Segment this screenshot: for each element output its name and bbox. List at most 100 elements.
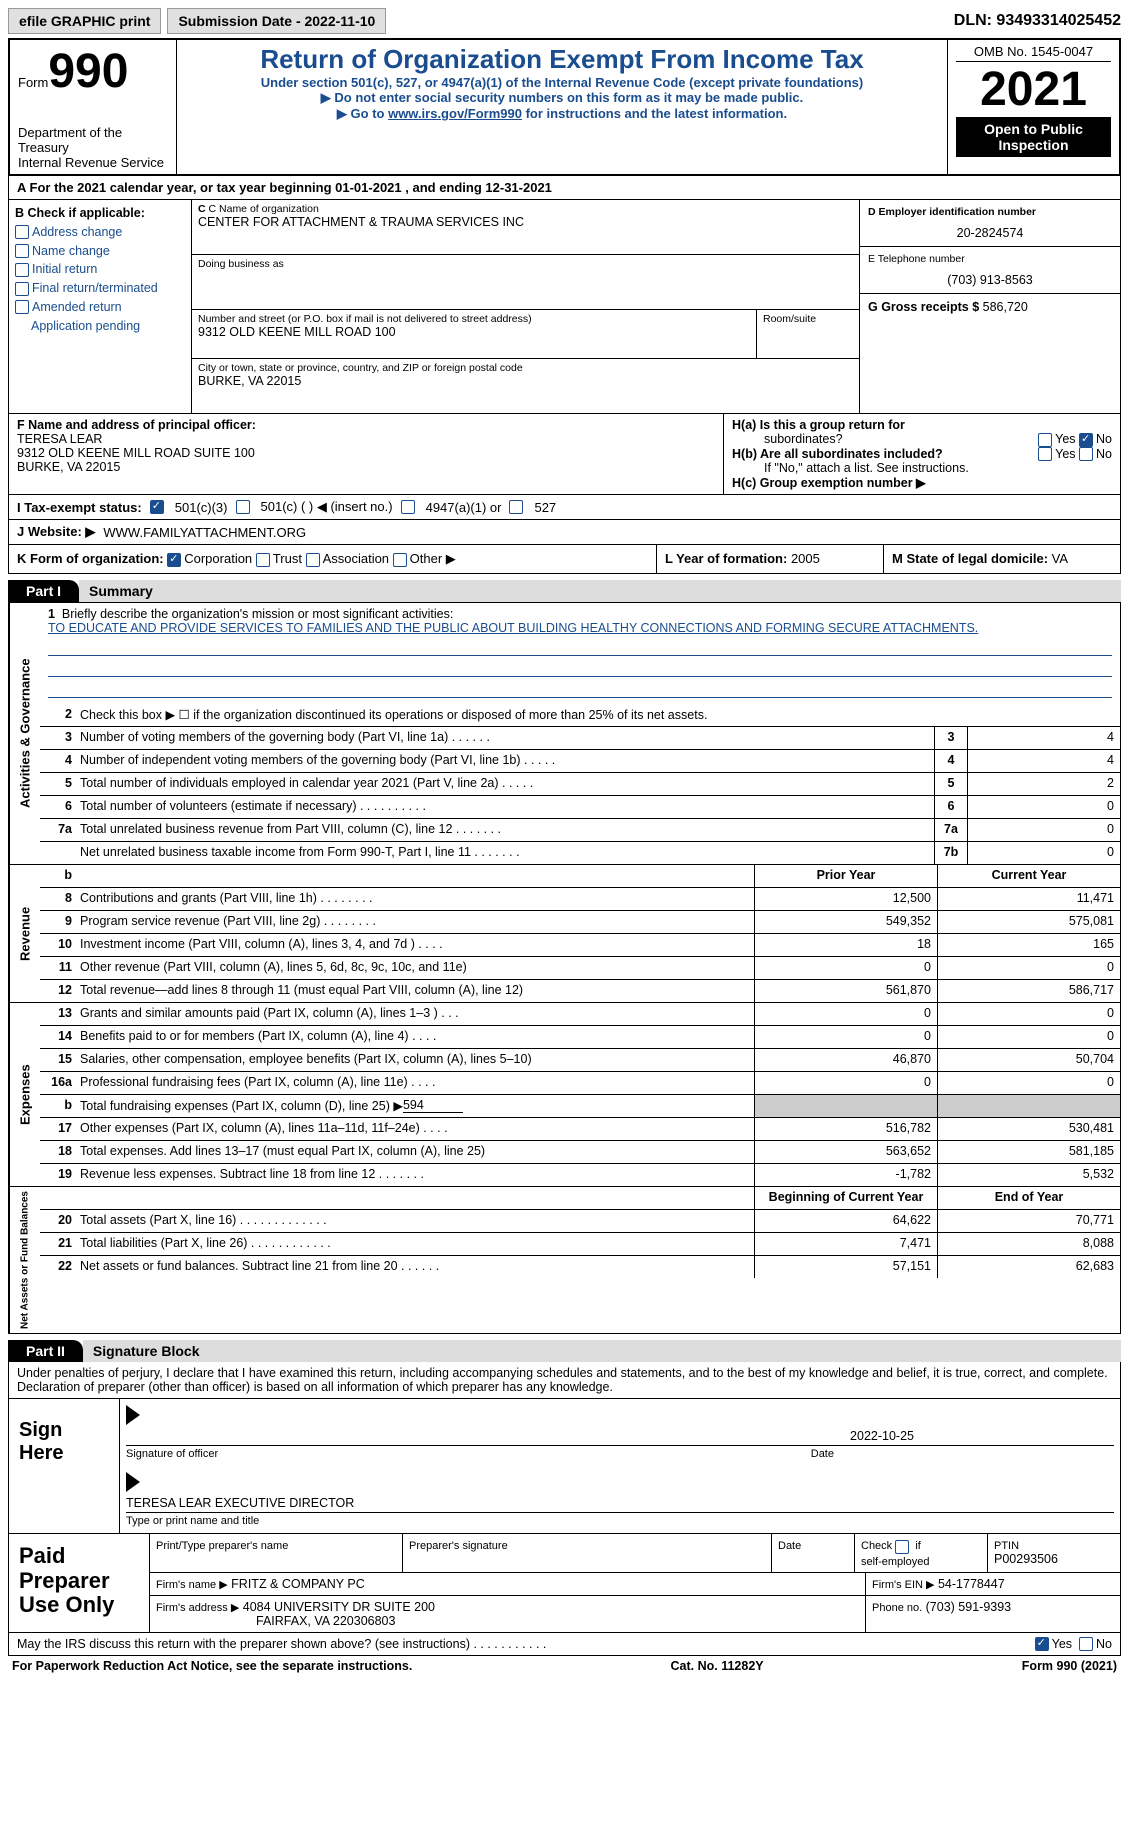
lbl-final-return: Final return/terminated <box>32 281 158 295</box>
cb-501c3[interactable] <box>150 500 164 514</box>
vtab-netassets: Net Assets or Fund Balances <box>9 1187 40 1333</box>
lbl-other: Other ▶ <box>410 551 456 566</box>
self-emp-label: self-employed <box>861 1556 929 1568</box>
line2-text: Check this box ▶ ☐ if the organization d… <box>76 704 1120 726</box>
print-name-label: Type or print name and title <box>126 1515 1114 1527</box>
rev-header-row: b Prior Year Current Year <box>40 865 1120 888</box>
row-a-tax-year: A For the 2021 calendar year, or tax yea… <box>8 176 1121 200</box>
j-label: J Website: ▶ <box>17 524 95 540</box>
ptin-value: P00293506 <box>994 1552 1058 1566</box>
col-prior-year: Prior Year <box>754 865 937 887</box>
prep-name-label: Print/Type preparer's name <box>156 1540 288 1552</box>
m-label: M State of legal domicile: <box>892 551 1048 566</box>
cb-amended[interactable] <box>15 300 29 314</box>
cb-self-employed[interactable] <box>895 1540 909 1554</box>
cb-trust[interactable] <box>256 553 270 567</box>
page-footer: For Paperwork Reduction Act Notice, see … <box>8 1656 1121 1676</box>
firm-ein: 54-1778447 <box>938 1577 1005 1591</box>
k-label: K Form of organization: <box>17 551 164 566</box>
lbl-no: No <box>1096 432 1112 446</box>
exp-row: 18Total expenses. Add lines 13–17 (must … <box>40 1141 1120 1164</box>
ha-label2: subordinates? <box>764 432 843 447</box>
i-label: I Tax-exempt status: <box>17 500 142 515</box>
na-row: 22Net assets or fund balances. Subtract … <box>40 1256 1120 1278</box>
summary-netassets: Net Assets or Fund Balances Beginning of… <box>8 1187 1121 1334</box>
cb-hb-no[interactable] <box>1079 447 1093 461</box>
cb-assoc[interactable] <box>306 553 320 567</box>
officer-print-name: TERESA LEAR EXECUTIVE DIRECTOR <box>126 1496 354 1510</box>
cb-ha-yes[interactable] <box>1038 433 1052 447</box>
row-j-website: J Website: ▶ WWW.FAMILYATTACHMENT.ORG <box>8 520 1121 545</box>
cb-discuss-yes[interactable] <box>1035 1637 1049 1651</box>
cb-527[interactable] <box>509 500 523 514</box>
form-subtitle-1: Under section 501(c), 527, or 4947(a)(1)… <box>185 75 939 90</box>
f-label: F Name and address of principal officer: <box>17 418 256 432</box>
sign-date: 2022-10-25 <box>850 1429 914 1443</box>
c-name-label: C C Name of organization <box>198 203 853 215</box>
lbl-corp: Corporation <box>184 551 252 566</box>
state-domicile: VA <box>1052 551 1068 566</box>
cb-501c[interactable] <box>236 500 250 514</box>
e-phone-label: E Telephone number <box>868 253 1112 265</box>
gov-row: 6Total number of volunteers (estimate if… <box>40 796 1120 819</box>
form-title: Return of Organization Exempt From Incom… <box>185 44 939 75</box>
org-address: 9312 OLD KEENE MILL ROAD 100 <box>198 325 750 339</box>
lbl-trust: Trust <box>273 551 302 566</box>
tax-year: 2021 <box>956 62 1111 117</box>
officer-addr2: BURKE, VA 22015 <box>17 460 120 474</box>
cb-4947[interactable] <box>401 500 415 514</box>
cb-ha-no[interactable] <box>1079 433 1093 447</box>
org-name: CENTER FOR ATTACHMENT & TRAUMA SERVICES … <box>198 215 853 229</box>
website-value: WWW.FAMILYATTACHMENT.ORG <box>103 525 306 540</box>
row-i-tax-status: I Tax-exempt status: 501(c)(3) 501(c) ( … <box>8 495 1121 520</box>
officer-name: TERESA LEAR <box>17 432 102 446</box>
form-word: Form <box>18 75 48 90</box>
ptin-label: PTIN <box>994 1540 1019 1552</box>
part1-label: Part I <box>8 580 79 602</box>
gov-row: 4Number of independent voting members of… <box>40 750 1120 773</box>
irs-link[interactable]: www.irs.gov/Form990 <box>388 106 522 121</box>
row-klm: K Form of organization: Corporation Trus… <box>8 545 1121 574</box>
g-gross-label: G Gross receipts $ <box>868 300 979 314</box>
cb-other[interactable] <box>393 553 407 567</box>
cb-address-change[interactable] <box>15 225 29 239</box>
part2-title: Signature Block <box>83 1340 1121 1362</box>
sign-here-block: Sign Here 2022-10-25 Signature of office… <box>8 1399 1121 1534</box>
efile-print-button[interactable]: efile GRAPHIC print <box>8 8 161 34</box>
cb-corp[interactable] <box>167 553 181 567</box>
rev-row: 10Investment income (Part VIII, column (… <box>40 934 1120 957</box>
rev-row: 12Total revenue—add lines 8 through 11 (… <box>40 980 1120 1002</box>
discuss-text: May the IRS discuss this return with the… <box>17 1637 1035 1651</box>
hb-label: H(b) Are all subordinates included? <box>732 447 943 461</box>
form-header: Form990 Department of the Treasury Inter… <box>8 38 1121 176</box>
cb-name-change[interactable] <box>15 244 29 258</box>
rev-row: 8Contributions and grants (Part VIII, li… <box>40 888 1120 911</box>
cb-initial-return[interactable] <box>15 263 29 277</box>
d-ein-label: D Employer identification number <box>868 206 1036 218</box>
col-de: D Employer identification number 20-2824… <box>860 200 1120 413</box>
sig-of-officer-label: Signature of officer <box>126 1448 218 1460</box>
form-title-block: Return of Organization Exempt From Incom… <box>177 40 948 174</box>
cb-discuss-no[interactable] <box>1079 1637 1093 1651</box>
part2-label: Part II <box>8 1340 83 1362</box>
lbl-501c: 501(c) ( ) ◀ (insert no.) <box>261 499 393 515</box>
firm-addr2: FAIRFAX, VA 220306803 <box>256 1614 395 1628</box>
discuss-yes: Yes <box>1052 1637 1072 1651</box>
firm-phone-label: Phone no. <box>872 1602 922 1614</box>
exp-row: 15Salaries, other compensation, employee… <box>40 1049 1120 1072</box>
col-c-org-info: C C Name of organization CENTER FOR ATTA… <box>192 200 860 413</box>
gross-value: 586,720 <box>983 300 1028 314</box>
cb-final-return[interactable] <box>15 282 29 296</box>
na-row: 20Total assets (Part X, line 16) . . . .… <box>40 1210 1120 1233</box>
l-label: L Year of formation: <box>665 551 787 566</box>
col-b-header: B Check if applicable: <box>15 206 145 220</box>
arrow-icon-2 <box>126 1472 140 1492</box>
discuss-row: May the IRS discuss this return with the… <box>8 1633 1121 1656</box>
mission-text: TO EDUCATE AND PROVIDE SERVICES TO FAMIL… <box>48 621 1112 635</box>
ein-value: 20-2824574 <box>868 226 1112 240</box>
prep-date-label: Date <box>778 1540 801 1552</box>
form-number: 990 <box>48 45 128 98</box>
cb-hb-yes[interactable] <box>1038 447 1052 461</box>
cat-no: Cat. No. 11282Y <box>671 1659 764 1673</box>
submission-date-button[interactable]: Submission Date - 2022-11-10 <box>167 8 386 34</box>
